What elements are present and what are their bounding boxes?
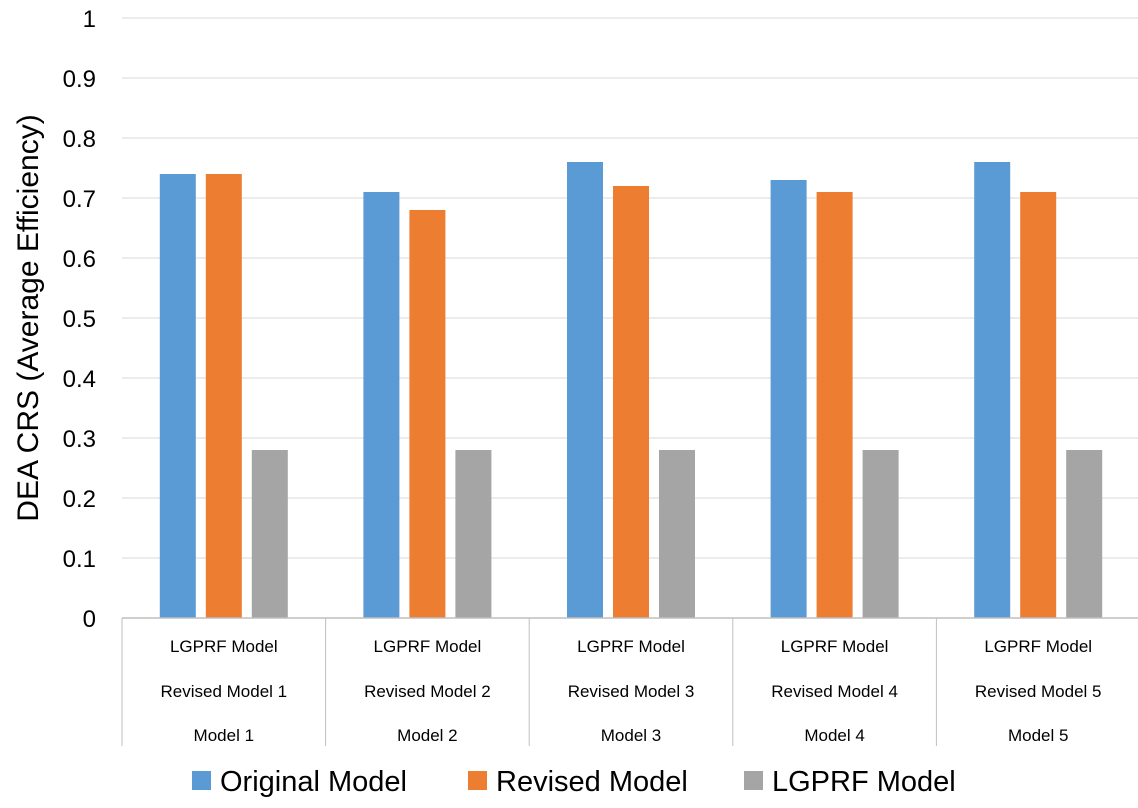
x-category-label: Model 2 <box>397 726 457 745</box>
legend-swatch <box>744 771 763 790</box>
x-category-label: Revised Model 4 <box>771 682 898 701</box>
bar-lgprf-model <box>659 450 695 618</box>
bar-original-model <box>567 162 603 618</box>
bar-lgprf-model <box>455 450 492 618</box>
y-tick-label: 0.4 <box>63 366 96 393</box>
bar-revised-model <box>816 192 853 618</box>
x-category-label: LGPRF Model <box>374 637 482 656</box>
y-tick-label: 0 <box>83 606 96 633</box>
axes <box>121 617 1138 746</box>
legend-label: Original Model <box>220 766 407 798</box>
y-tick-label: 0.1 <box>63 546 96 573</box>
x-category-label: Revised Model 1 <box>160 682 287 701</box>
x-category-label: Model 3 <box>601 726 661 745</box>
bar-lgprf-model <box>862 450 899 618</box>
y-tick-label: 0.7 <box>63 186 96 213</box>
x-category-label: Model 5 <box>1008 726 1068 745</box>
y-tick-label: 0.9 <box>63 66 96 93</box>
legend-swatch <box>192 771 211 790</box>
x-category-label: Revised Model 2 <box>364 682 491 701</box>
x-category-label: Revised Model 5 <box>975 682 1102 701</box>
y-tick-label: 0.5 <box>63 306 96 333</box>
x-category-label: Model 4 <box>804 726 864 745</box>
x-category-labels: LGPRF Model Revised Model 1 Model 1 LGPRF M… <box>160 637 1101 745</box>
y-axis-title: DEA CRS (Average Efficiency) <box>12 114 45 521</box>
y-tick-label: 0.8 <box>63 126 96 153</box>
x-category-label: LGPRF Model <box>170 637 278 656</box>
x-category-label: LGPRF Model <box>577 637 685 656</box>
x-category-label: Revised Model 3 <box>568 682 695 701</box>
y-tick-label: 0.2 <box>63 486 96 513</box>
y-tick-label: 1 <box>83 6 96 33</box>
y-tick-label: 0.6 <box>63 246 96 273</box>
x-category-label: LGPRF Model <box>781 637 889 656</box>
y-tick-label: 0.3 <box>63 426 96 453</box>
bar-revised-model <box>1020 192 1057 618</box>
bars <box>159 162 1103 618</box>
legend-label: Revised Model <box>496 766 688 798</box>
bar-lgprf-model <box>1066 450 1103 618</box>
bar-revised-model <box>613 186 649 618</box>
legend: Original Model Revised Model LGPRF Model <box>192 766 956 798</box>
bar-original-model <box>974 162 1011 618</box>
legend-label: LGPRF Model <box>772 766 956 798</box>
bar-revised-model <box>205 174 242 618</box>
bar-original-model <box>363 192 400 618</box>
bar-revised-model <box>409 210 446 618</box>
bar-original-model <box>770 180 807 618</box>
legend-swatch <box>468 771 487 790</box>
bar-lgprf-model <box>251 450 288 618</box>
y-tick-labels: 0 0.1 0.2 0.3 0.4 0.5 0.6 0.7 0.8 0.9 1 <box>63 6 96 633</box>
x-category-label: LGPRF Model <box>984 637 1092 656</box>
x-category-label: Model 1 <box>194 726 254 745</box>
bar-original-model <box>159 174 196 618</box>
